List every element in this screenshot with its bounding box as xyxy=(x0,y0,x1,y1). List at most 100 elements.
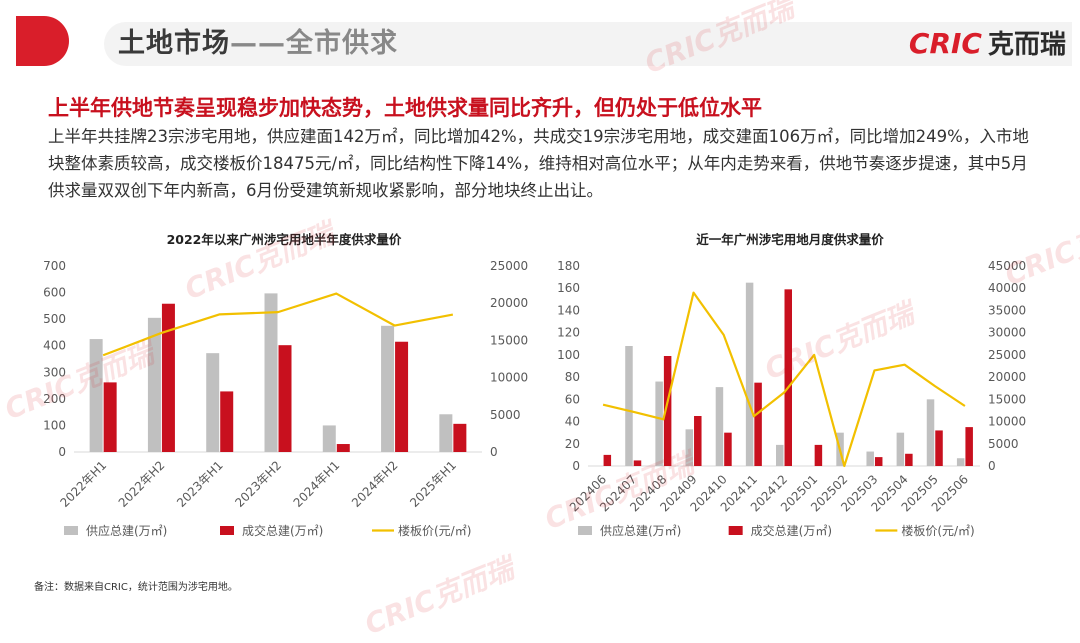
supply-bar xyxy=(776,445,784,466)
deal-bar xyxy=(785,289,793,466)
y-left-tick-label: 100 xyxy=(557,348,580,362)
supply-bar xyxy=(957,458,965,466)
y-left-tick-label: 100 xyxy=(43,418,66,432)
legend-label: 供应总建(万㎡) xyxy=(86,523,167,538)
supply-bar xyxy=(625,346,633,466)
y-right-tick-label: 20000 xyxy=(988,370,1026,384)
deal-bar xyxy=(754,383,762,466)
x-tick-label: 2024年H1 xyxy=(291,458,343,510)
deal-bar xyxy=(965,427,973,466)
deal-bar xyxy=(935,430,943,466)
supply-bar xyxy=(686,429,694,466)
headline: 上半年供地节奏呈现稳步加快态势，土地供求量同比齐升，但仍处于低位水平 xyxy=(48,92,762,122)
y-right-tick-label: 20000 xyxy=(490,296,528,310)
deal-bar xyxy=(815,445,823,466)
supply-bar xyxy=(716,387,724,466)
y-right-tick-label: 25000 xyxy=(490,259,528,273)
supply-bar xyxy=(439,414,452,452)
y-left-tick-label: 140 xyxy=(557,303,580,317)
y-left-tick-label: 0 xyxy=(58,445,66,459)
supply-bar xyxy=(897,433,905,466)
supply-bar xyxy=(90,339,103,452)
supply-bar xyxy=(265,293,278,452)
y-right-tick-label: 35000 xyxy=(988,303,1026,317)
deal-bar xyxy=(905,454,913,466)
y-right-tick-label: 10000 xyxy=(490,371,528,385)
legend-label: 楼板价(元/㎡) xyxy=(398,523,471,538)
x-tick-label: 2022年H1 xyxy=(58,458,110,510)
y-right-tick-label: 5000 xyxy=(988,437,1019,451)
y-right-tick-label: 10000 xyxy=(988,415,1026,429)
y-right-tick-label: 15000 xyxy=(988,392,1026,406)
chart-title: 2022年以来广州涉宅用地半年度供求量价 xyxy=(167,232,402,247)
y-left-tick-label: 180 xyxy=(557,259,580,273)
brand-d-logo-icon xyxy=(16,16,72,66)
deal-bar xyxy=(162,304,175,452)
x-tick-label: 2023年H2 xyxy=(232,458,284,510)
y-right-tick-label: 30000 xyxy=(988,326,1026,340)
legend-label: 供应总建(万㎡) xyxy=(600,523,681,538)
legend-swatch xyxy=(64,526,78,535)
deal-bar xyxy=(220,391,233,452)
y-left-tick-label: 80 xyxy=(565,370,580,384)
y-left-tick-label: 500 xyxy=(43,312,66,326)
x-tick-label: 2024年H2 xyxy=(349,458,401,510)
y-left-tick-label: 40 xyxy=(565,415,580,429)
chart-title: 近一年广州涉宅用地月度供求量价 xyxy=(696,232,884,247)
y-left-tick-label: 20 xyxy=(565,437,580,451)
legend-label: 成交总建(万㎡) xyxy=(242,523,323,538)
legend-label: 成交总建(万㎡) xyxy=(751,523,832,538)
y-right-tick-label: 45000 xyxy=(988,259,1026,273)
y-right-tick-label: 25000 xyxy=(988,348,1026,362)
legend-swatch xyxy=(220,526,234,535)
legend-swatch xyxy=(578,526,592,535)
x-tick-label: 2025年H1 xyxy=(407,458,459,510)
deal-bar xyxy=(104,382,117,452)
supply-bar xyxy=(381,326,394,452)
page-title-main: 土地市场 xyxy=(118,28,230,59)
deal-bar xyxy=(634,460,642,466)
y-right-tick-label: 0 xyxy=(988,459,996,473)
y-left-tick-label: 60 xyxy=(565,392,580,406)
x-tick-label: 2023年H1 xyxy=(174,458,226,510)
brand-logo-en: CRIC xyxy=(909,27,982,60)
y-left-tick-label: 200 xyxy=(43,392,66,406)
x-tick-label: 2022年H2 xyxy=(116,458,168,510)
page-title: 土地市场——全市供求 xyxy=(118,24,398,64)
y-left-tick-label: 700 xyxy=(43,259,66,273)
y-left-tick-label: 400 xyxy=(43,339,66,353)
y-right-tick-label: 40000 xyxy=(988,281,1026,295)
legend-label: 楼板价(元/㎡) xyxy=(901,523,974,538)
supply-bar xyxy=(655,382,663,466)
deal-bar xyxy=(724,433,732,466)
y-left-tick-label: 120 xyxy=(557,326,580,340)
supply-bar xyxy=(323,425,336,452)
deal-bar xyxy=(604,455,612,466)
chart-svg: 近一年广州涉宅用地月度供求量价 0 20 40 60 80 100 120 140 160 180 0… xyxy=(540,222,1040,570)
supply-bar xyxy=(746,283,754,466)
supply-bar xyxy=(206,353,219,452)
page-title-accent: ——全市供求 xyxy=(230,28,398,59)
deal-bar xyxy=(337,444,350,452)
supply-bar xyxy=(866,452,874,466)
supply-bar xyxy=(927,399,935,466)
chart-svg: 2022年以来广州涉宅用地半年度供求量价 0 100 200 300 400 500 600 7… xyxy=(32,222,536,570)
deal-bar xyxy=(395,342,408,452)
deal-bar xyxy=(453,424,466,452)
y-right-tick-label: 5000 xyxy=(490,408,521,422)
deal-bar xyxy=(694,416,702,466)
brand-logo-cn: 克而瑞 xyxy=(988,30,1066,60)
deal-bar xyxy=(875,457,883,466)
legend-swatch xyxy=(729,526,743,535)
y-right-tick-label: 15000 xyxy=(490,333,528,347)
y-left-tick-label: 160 xyxy=(557,281,580,295)
summary-paragraph: 上半年共挂牌23宗涉宅用地，供应建面142万㎡，同比增加42%，共成交19宗涉宅… xyxy=(48,123,1038,204)
y-left-tick-label: 0 xyxy=(572,459,580,473)
footnote: 备注：数据来自CRIC，统计范围为涉宅用地。 xyxy=(34,578,238,593)
y-left-tick-label: 600 xyxy=(43,286,66,300)
deal-bar xyxy=(279,345,292,452)
y-right-tick-label: 0 xyxy=(490,445,498,459)
y-left-tick-label: 300 xyxy=(43,365,66,379)
monthly-chart: 近一年广州涉宅用地月度供求量价 0 20 40 60 80 100 120 140 160 180 0… xyxy=(540,222,1040,570)
